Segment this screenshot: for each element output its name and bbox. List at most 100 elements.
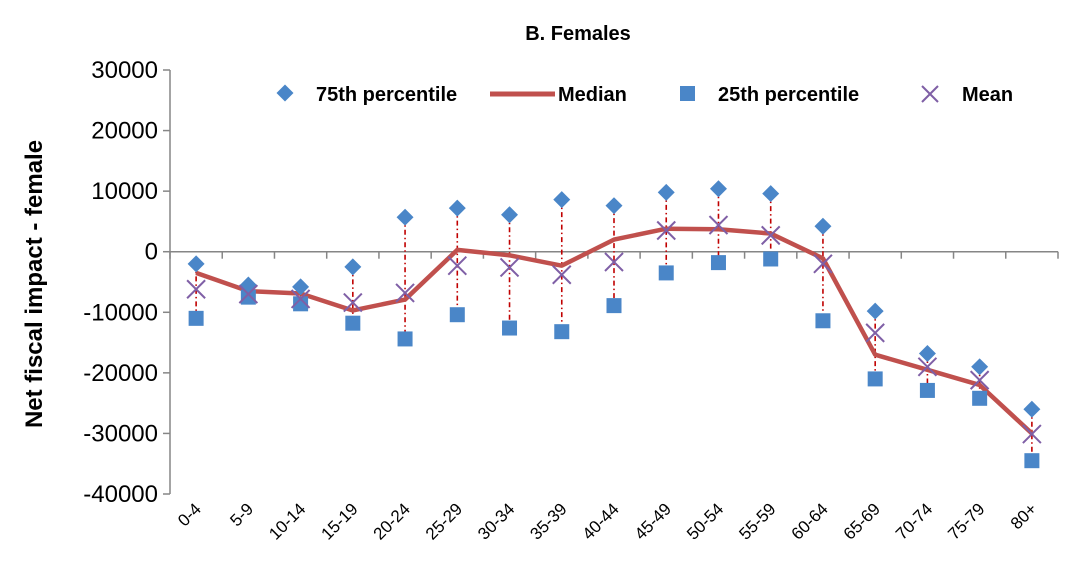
point-75th-percentile <box>448 199 466 217</box>
point-mean <box>813 254 833 274</box>
point-mean <box>760 225 781 246</box>
point-75th-percentile <box>971 358 989 376</box>
point-75th-percentile <box>605 197 623 215</box>
point-25th-percentile <box>554 324 570 340</box>
point-mean <box>238 284 259 304</box>
legend-item-mean: Mean <box>921 84 1013 106</box>
legend-label-75th: 75th percentile <box>316 84 457 106</box>
point-75th-percentile <box>657 183 675 201</box>
point-mean <box>552 265 572 285</box>
y-tick-label: 20000 <box>91 118 158 145</box>
point-mean-stroke <box>290 289 311 309</box>
point-25th-percentile <box>449 307 465 323</box>
x-tick-label: 15-19 <box>317 499 361 543</box>
point-mean <box>917 357 938 377</box>
x-tick-label: 60-64 <box>788 499 832 543</box>
x-tick-label: 5-9 <box>226 499 257 530</box>
point-mean-stroke <box>865 323 885 343</box>
y-tick-label: -30000 <box>83 420 158 447</box>
point-75th-percentile <box>866 302 884 320</box>
legend-square-marker <box>680 86 695 101</box>
point-mean-stroke <box>969 370 990 390</box>
point-mean <box>969 370 990 390</box>
y-tick-labels: 30000 20000 10000 0 -10000 -20000 -30000 -40000 <box>83 57 158 508</box>
point-25th-percentile <box>972 390 988 406</box>
point-mean <box>604 252 624 272</box>
legend-label-mean: Mean <box>962 84 1013 106</box>
y-tick-label: -40000 <box>83 481 158 508</box>
point-25th-percentile <box>815 313 831 329</box>
whiskers <box>195 188 1033 461</box>
legend-label-25th: 25th percentile <box>718 84 859 106</box>
point-75th-percentile <box>553 191 571 209</box>
point-mean <box>186 279 206 299</box>
point-25th-percentile <box>867 371 883 387</box>
point-mean-stroke <box>238 284 259 304</box>
median-series-line <box>195 226 1034 436</box>
x-tick-label: 25-29 <box>422 499 466 543</box>
point-75th-percentile <box>814 217 832 235</box>
point-75th-percentile <box>918 344 936 362</box>
median-line <box>195 226 1034 436</box>
markers <box>186 180 1042 469</box>
point-25th-percentile <box>919 382 935 398</box>
point-mean <box>343 292 363 313</box>
y-tick-label: -20000 <box>83 360 158 387</box>
point-75th-percentile <box>501 206 519 224</box>
point-mean-stroke <box>656 220 676 241</box>
point-mean <box>290 289 311 309</box>
point-mean-stroke <box>917 357 938 377</box>
point-75th-percentile <box>396 208 414 226</box>
x-tick-label: 75-79 <box>944 499 988 543</box>
point-25th-percentile <box>345 315 361 331</box>
point-25th-percentile <box>763 251 779 267</box>
point-mean-stroke <box>186 279 206 299</box>
point-25th-percentile <box>188 310 204 326</box>
point-mean-stroke <box>447 255 468 276</box>
x-tick-label: 30-34 <box>474 499 518 543</box>
legend-item-75th: 75th percentile <box>276 84 457 106</box>
legend-label-median: Median <box>558 84 627 106</box>
point-mean-stroke <box>552 265 572 285</box>
legend: 75th percentile Median 25th percentile M… <box>276 84 1013 106</box>
point-mean-stroke <box>1022 424 1042 444</box>
point-mean-stroke <box>813 254 833 274</box>
point-75th-percentile <box>1023 400 1041 418</box>
point-25th-percentile <box>502 320 518 336</box>
x-tick-labels: 0-4 5-9 10-14 15-19 20-24 25-29 30-34 35-39 40-4… <box>174 499 1041 543</box>
point-mean <box>656 220 676 241</box>
point-mean <box>447 255 468 276</box>
point-75th-percentile <box>292 278 310 296</box>
point-25th-percentile <box>240 289 256 305</box>
axes <box>163 69 1059 495</box>
x-tick-label: 50-54 <box>683 499 727 543</box>
point-mean-stroke <box>499 257 520 278</box>
point-mean <box>499 257 520 278</box>
point-25th-percentile <box>658 265 674 281</box>
point-75th-percentile <box>187 255 205 273</box>
legend-item-25th: 25th percentile <box>680 84 859 106</box>
point-mean-stroke <box>604 252 624 272</box>
point-mean <box>1022 424 1042 444</box>
point-25th-percentile <box>710 255 726 271</box>
x-tick-label: 80+ <box>1007 499 1041 533</box>
x-tick-label: 55-59 <box>735 499 779 543</box>
point-mean-stroke <box>395 283 415 303</box>
x-tick-label: 10-14 <box>265 499 309 543</box>
point-75th-percentile <box>344 258 362 276</box>
point-25th-percentile <box>1024 453 1040 469</box>
x-tick-label: 65-69 <box>840 499 884 543</box>
x-tick-label: 70-74 <box>892 499 936 543</box>
legend-item-median: Median <box>490 84 627 106</box>
point-mean <box>865 323 885 343</box>
point-75th-percentile <box>709 180 727 198</box>
point-mean-stroke <box>708 215 729 235</box>
point-75th-percentile <box>762 185 780 203</box>
y-axis-label: Net fiscal impact - female <box>21 140 48 428</box>
y-tick-label: 10000 <box>91 178 158 205</box>
legend-x-marker <box>921 85 939 103</box>
point-mean-stroke <box>343 292 363 313</box>
point-25th-percentile <box>606 298 622 314</box>
point-mean <box>395 283 415 303</box>
